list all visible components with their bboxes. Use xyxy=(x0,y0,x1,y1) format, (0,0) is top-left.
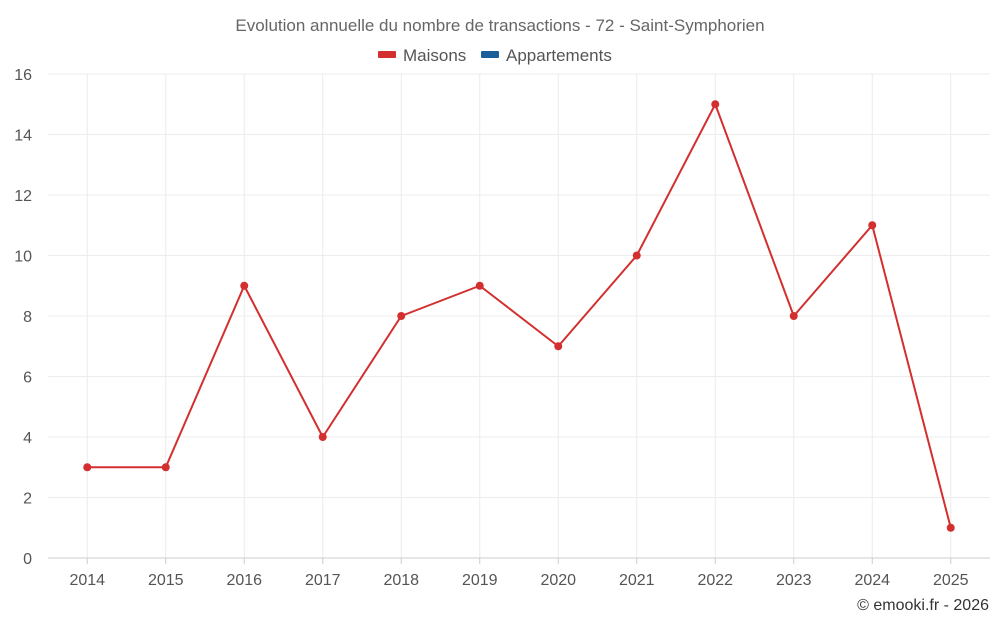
x-tick-label: 2017 xyxy=(305,572,341,589)
y-tick-label: 4 xyxy=(23,430,32,447)
data-point[interactable] xyxy=(946,523,955,532)
series xyxy=(83,100,955,532)
x-tick-label: 2025 xyxy=(933,572,969,589)
data-point[interactable] xyxy=(711,100,720,109)
legend-item-maisons[interactable]: Maisons xyxy=(378,46,466,65)
x-tick-label: 2016 xyxy=(226,572,262,589)
y-tick-label: 0 xyxy=(23,551,32,568)
data-point[interactable] xyxy=(789,312,798,320)
legend-label-maisons: Maisons xyxy=(403,46,466,65)
data-point[interactable] xyxy=(397,312,406,320)
x-tick-label: 2015 xyxy=(148,572,184,589)
data-point[interactable] xyxy=(868,221,877,230)
data-point[interactable] xyxy=(318,433,327,441)
x-tick-label: 2019 xyxy=(462,572,498,589)
legend-swatch-appartements xyxy=(481,51,499,58)
y-tick-label: 10 xyxy=(14,249,32,266)
data-point[interactable] xyxy=(83,463,92,472)
y-tick-label: 6 xyxy=(23,370,32,387)
credit-text: © emooki.fr - 2026 xyxy=(857,597,989,614)
x-tick-label: 2021 xyxy=(619,572,655,589)
y-tick-label: 8 xyxy=(23,309,32,326)
legend-label-appartements: Appartements xyxy=(506,46,612,65)
series-line-maisons xyxy=(87,103,952,529)
x-tick-label: 2014 xyxy=(69,572,105,589)
data-point[interactable] xyxy=(475,281,484,290)
x-tick-label: 2022 xyxy=(697,572,733,589)
y-tick-label: 12 xyxy=(14,188,32,205)
x-axis-ticks: 2014 2015 2016 2017 2018 2019 2020 2021 2022 2023… xyxy=(69,572,968,589)
x-tick-label: 2018 xyxy=(383,572,419,589)
axes xyxy=(48,557,990,564)
data-point[interactable] xyxy=(240,281,249,290)
y-axis-ticks: 0 2 4 6 8 10 12 14 16 xyxy=(14,67,32,568)
x-tick-label: 2020 xyxy=(540,572,576,589)
y-tick-label: 2 xyxy=(23,491,32,508)
legend-swatch-maisons xyxy=(378,51,396,58)
x-tick-label: 2024 xyxy=(854,572,890,589)
y-tick-label: 16 xyxy=(14,67,32,84)
data-point[interactable] xyxy=(161,463,170,472)
y-tick-label: 14 xyxy=(14,128,32,145)
data-point[interactable] xyxy=(554,342,563,351)
data-point[interactable] xyxy=(632,251,641,260)
x-tick-label: 2023 xyxy=(776,572,812,589)
legend-item-appartements[interactable]: Appartements xyxy=(481,46,612,65)
chart-title: Evolution annuelle du nombre de transact… xyxy=(235,16,764,35)
legend: Maisons Appartements xyxy=(378,46,612,65)
